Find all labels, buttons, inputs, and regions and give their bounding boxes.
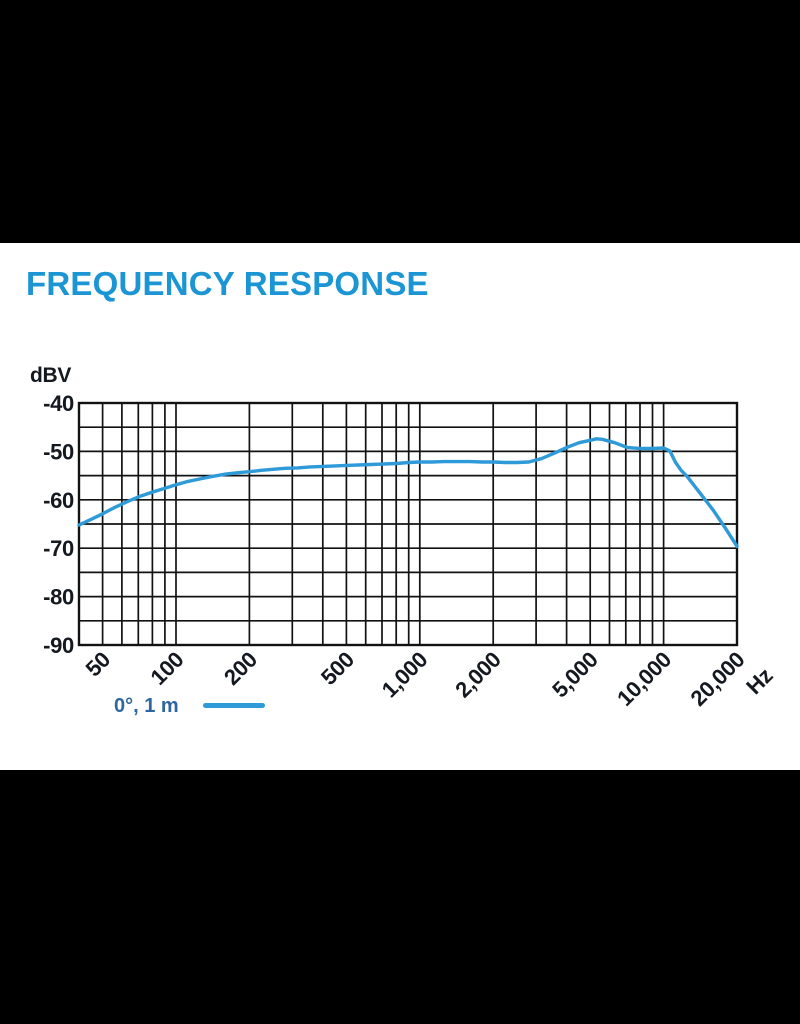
x-tick-label: 200 bbox=[219, 647, 262, 690]
x-tick-label: 5,000 bbox=[547, 647, 603, 703]
x-tick-label: 100 bbox=[146, 647, 189, 690]
y-tick-label: -60 bbox=[43, 488, 74, 513]
x-tick-label: 500 bbox=[316, 647, 359, 690]
y-tick-label: -90 bbox=[43, 633, 74, 658]
page-title: FREQUENCY RESPONSE bbox=[26, 265, 429, 302]
x-tick-label: 10,000 bbox=[612, 647, 676, 711]
x-tick-label: 20,000 bbox=[686, 647, 750, 711]
x-tick-label: 50 bbox=[81, 647, 116, 682]
y-tick-label: -80 bbox=[43, 585, 74, 610]
x-axis-unit-label: Hz bbox=[741, 663, 777, 699]
y-axis-unit-label: dBV bbox=[30, 364, 71, 387]
y-tick-label: -70 bbox=[43, 536, 74, 561]
response-curve bbox=[77, 437, 739, 548]
x-tick-label: 2,000 bbox=[450, 647, 506, 703]
top-letterbox-bar bbox=[0, 0, 800, 243]
y-tick-label: -40 bbox=[43, 391, 74, 416]
bottom-letterbox-bar bbox=[0, 770, 800, 1024]
x-tick-label: 1,000 bbox=[377, 647, 433, 703]
y-tick-label: -50 bbox=[43, 439, 74, 464]
